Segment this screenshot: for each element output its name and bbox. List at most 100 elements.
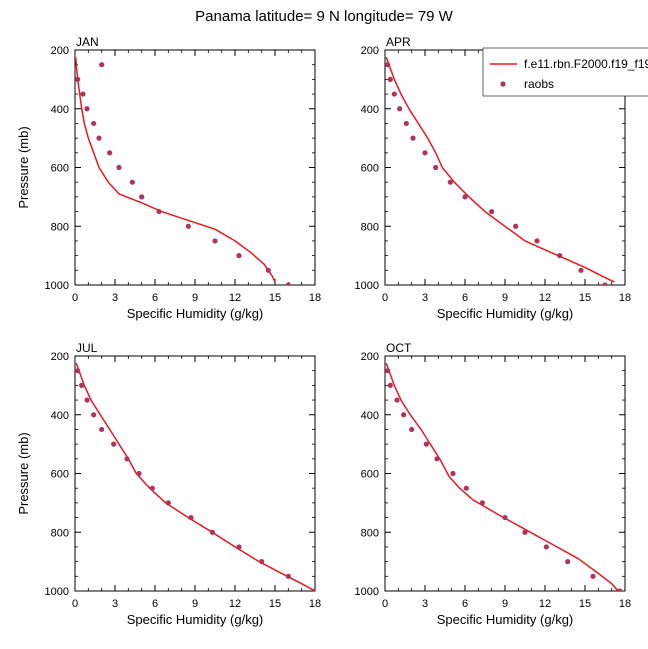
raobs-point [502,514,508,521]
plot-frame [384,355,626,592]
raobs-point [578,267,584,273]
raobs-point [91,120,97,127]
x-tick-label: 6 [462,598,468,610]
x-axis-label: Specific Humidity (g/kg) [127,612,264,627]
raobs-point [107,150,113,156]
raobs-point [80,91,86,97]
y-tick-label: 200 [51,351,69,363]
raobs-point [462,194,468,200]
raobs-point [236,544,242,550]
panel-oct: 0 3 6 9 12 15 18 200 400 600 800 1000 OCT Specific Hu… [355,341,632,627]
panel-label: APR [386,35,411,49]
raobs-point [99,62,105,68]
x-tick-label: 0 [72,598,78,610]
raobs-point [423,441,429,447]
raobs-point [489,208,495,215]
raobs-point [403,120,409,127]
y-tick-label: 1000 [45,586,69,598]
raobs-point [394,397,400,403]
raobs-point [312,588,315,591]
raobs-point [387,382,393,388]
panel-label: OCT [386,341,412,355]
raobs-point [96,135,102,141]
raobs-point [156,208,162,215]
raobs-point [409,426,415,433]
y-tick-label: 600 [361,469,379,481]
y-tick-label: 600 [361,163,379,175]
raobs-point [212,238,218,244]
raobs-point [513,223,519,229]
plot-area [75,363,315,591]
y-tick-label: 1000 [45,280,69,292]
raobs-point [209,529,215,535]
raobs-point [129,179,135,185]
raobs-point [149,485,155,491]
x-tick-label: 6 [152,292,158,304]
y-tick-label: 1000 [355,280,379,292]
panel-jul: 0 3 6 9 12 15 18 200 400 600 800 1000 JUL Specific Hu… [16,341,321,627]
y-tick-label: 400 [361,104,379,116]
x-tick-label: 3 [422,292,428,304]
y-tick-label: 600 [51,163,69,175]
x-tick-label: 0 [382,292,388,304]
x-tick-label: 3 [422,598,428,610]
x-axis-label: Specific Humidity (g/kg) [437,612,574,627]
raobs-point [450,470,456,477]
x-tick-label: 12 [229,292,241,304]
raobs-point [124,456,130,462]
x-axis-label: Specific Humidity (g/kg) [127,306,264,321]
raobs-point [265,267,271,273]
raobs-point [401,412,407,418]
raobs-point [75,76,81,82]
raobs-point [447,179,453,185]
x-tick-label: 6 [462,292,468,304]
raobs-point [433,164,439,171]
raobs-point [557,253,563,259]
x-tick-label: 9 [192,292,198,304]
raobs-point [84,397,90,403]
raobs-point [463,485,469,491]
raobs-point [397,106,403,112]
x-tick-label: 9 [502,292,508,304]
x-tick-label: 3 [112,598,118,610]
y-axis-label: Pressure (mb) [16,126,31,208]
raobs-point [79,382,85,388]
y-tick-label: 1000 [355,586,379,598]
y-tick-label: 200 [51,45,69,57]
raobs-point [136,470,142,477]
raobs-point [543,544,549,550]
x-tick-label: 18 [619,292,631,304]
raobs-point [522,529,528,535]
raobs-point [84,106,90,112]
raobs-point [116,164,122,171]
plot-area [75,57,291,285]
model-profile-line [75,363,315,591]
x-tick-label: 3 [112,292,118,304]
raobs-point [259,559,265,565]
y-axis-label: Pressure (mb) [16,432,31,514]
panel-jan: 0 3 6 9 12 15 18 200 400 600 800 1000 JAN Specific Hu… [16,35,321,321]
x-tick-label: 6 [152,598,158,610]
x-tick-label: 15 [269,598,281,610]
plot-frame [74,49,316,286]
y-tick-label: 800 [51,527,69,539]
raobs-point [617,588,623,591]
x-tick-label: 12 [539,292,551,304]
figure-title: Panama latitude= 9 N longitude= 79 W [195,8,453,25]
raobs-point [410,135,416,141]
raobs-point [188,514,194,521]
legend-obs-label: raobs [524,77,554,91]
panel-label: JAN [76,35,99,49]
legend-model-label: f.e11.rbn.F2000.f19_f19 [524,57,648,71]
raobs-point [285,282,291,285]
plot-area [385,363,623,591]
x-tick-label: 12 [229,598,241,610]
y-tick-label: 200 [361,45,379,57]
raobs-point [236,253,242,259]
y-tick-label: 200 [361,351,379,363]
y-tick-label: 600 [51,469,69,481]
raobs-point [111,441,117,447]
x-tick-label: 15 [269,292,281,304]
raobs-point [91,412,97,418]
